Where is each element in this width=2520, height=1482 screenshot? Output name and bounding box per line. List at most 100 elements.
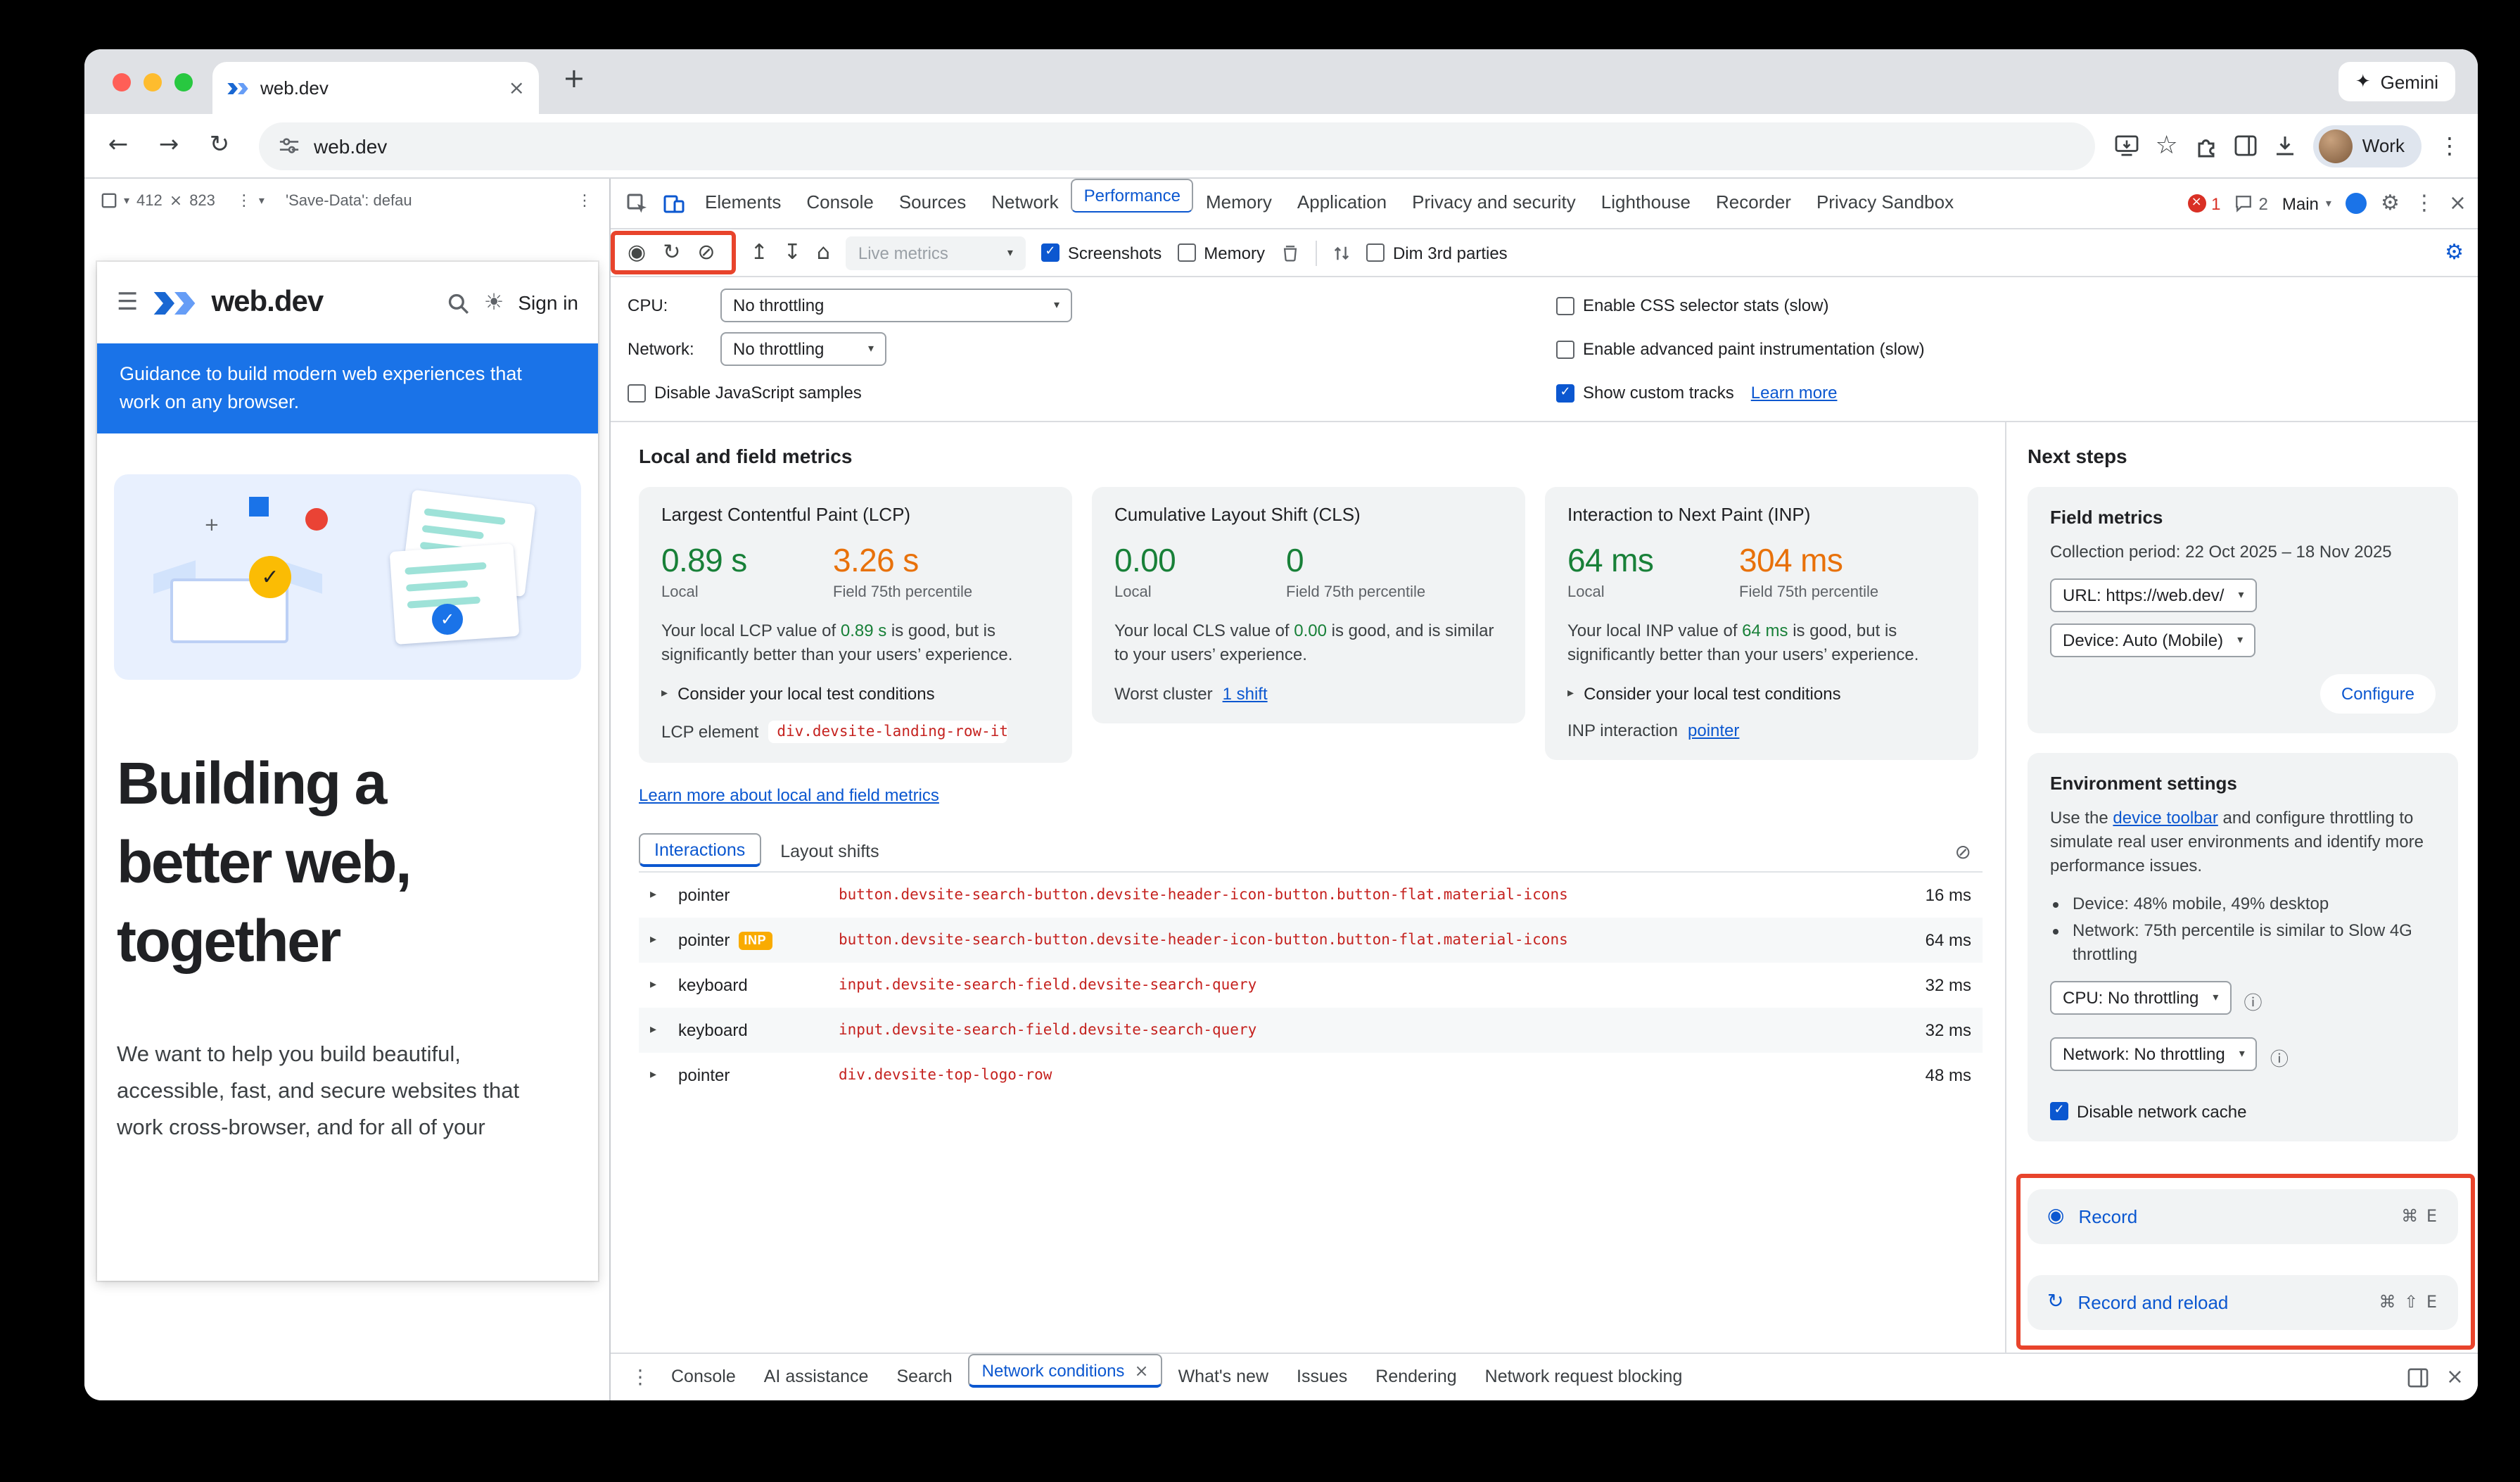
info-icon[interactable]: ⓘ — [2270, 1049, 2289, 1070]
env-cpu-select[interactable]: CPU: No throttling ▾ — [2050, 981, 2232, 1015]
site-logo-text[interactable]: web.dev — [211, 286, 324, 318]
record-and-reload-icon[interactable]: ↻ — [663, 239, 681, 265]
close-window-button[interactable] — [113, 73, 131, 91]
error-count-badge[interactable]: × 1 — [2187, 194, 2221, 213]
inp-test-conditions-expander[interactable]: ▸ Consider your local test conditions — [1567, 684, 1841, 704]
record-icon[interactable]: ◉ — [628, 239, 647, 265]
interaction-row[interactable]: ▸ pointer div.devsite-top-logo-row 48 ms — [650, 1065, 1971, 1085]
collect-garbage-icon[interactable] — [1280, 242, 1300, 263]
message-count-badge[interactable]: 2 — [2235, 194, 2268, 213]
gemini-button[interactable]: ✦ Gemini — [2338, 62, 2455, 101]
devtools-tab-console[interactable]: Console — [806, 191, 874, 213]
webdev-logo-icon[interactable] — [153, 289, 198, 316]
maximize-window-button[interactable] — [174, 73, 193, 91]
browser-menu-icon[interactable]: ⋮ — [2438, 132, 2461, 158]
search-icon[interactable] — [446, 291, 470, 315]
save-profile-icon[interactable]: ↧ — [783, 239, 801, 265]
devtools-settings-gear-icon[interactable]: ⚙ — [2380, 190, 2400, 215]
devtools-close-icon[interactable]: × — [2448, 190, 2467, 215]
device-toolbar-icon[interactable] — [656, 186, 692, 220]
downloads-icon[interactable] — [2274, 134, 2296, 157]
expand-row-icon[interactable]: ▸ — [650, 932, 657, 946]
drawer-tab-ai-assistance[interactable]: AI assistance — [763, 1366, 869, 1386]
expand-row-icon[interactable]: ▸ — [650, 1068, 657, 1082]
info-icon[interactable]: ⓘ — [2244, 993, 2263, 1014]
drawer-menu-icon[interactable]: ⋮ — [630, 1366, 650, 1388]
expand-row-icon[interactable]: ▸ — [650, 1022, 657, 1037]
interaction-row[interactable]: ▸ pointer INP button.devsite-search-butto… — [639, 918, 1983, 963]
drawer-tab-network-request-blocking[interactable]: Network request blocking — [1484, 1366, 1683, 1386]
learn-more-metrics-link[interactable]: Learn more about local and field metrics — [639, 785, 939, 805]
expand-row-icon[interactable]: ▸ — [650, 977, 657, 992]
chevron-down-icon[interactable]: ▾ — [124, 194, 130, 206]
extensions-icon[interactable] — [2195, 134, 2217, 157]
field-url-select[interactable]: URL: https://web.dev/▾ — [2050, 578, 2257, 612]
drawer-tab-console[interactable]: Console — [671, 1366, 736, 1386]
devtools-tab-elements[interactable]: Elements — [705, 191, 782, 213]
network-throttling-select[interactable]: No throttling ▾ — [720, 332, 886, 366]
device-options-icon[interactable]: ⋮ — [577, 191, 592, 210]
bookmark-star-icon[interactable]: ☆ — [2155, 130, 2178, 160]
devtools-tab-sources[interactable]: Sources — [898, 191, 967, 213]
profile-button[interactable]: Work — [2312, 125, 2422, 167]
devtools-tab-lighthouse[interactable]: Lighthouse — [1601, 191, 1691, 213]
devtools-tab-memory[interactable]: Memory — [1206, 191, 1272, 213]
back-icon[interactable]: ← — [108, 131, 129, 159]
inspect-icon[interactable] — [619, 186, 656, 220]
css-selector-stats-checkbox[interactable]: Enable CSS selector stats (slow) — [1556, 296, 1828, 315]
load-profile-icon[interactable]: ↥ — [750, 239, 768, 265]
tab-layout-shifts[interactable]: Layout shifts — [780, 841, 879, 861]
tab-close-icon[interactable]: × — [508, 77, 525, 99]
cpu-throttling-select[interactable]: No throttling ▾ — [720, 289, 1072, 322]
devtools-menu-icon[interactable]: ⋮ — [2413, 190, 2435, 215]
theme-toggle-icon[interactable]: ☀ — [483, 289, 504, 315]
dimensions-icon[interactable] — [101, 193, 117, 208]
site-settings-icon[interactable] — [279, 135, 300, 156]
device-toolbar-link[interactable]: device toolbar — [2113, 808, 2218, 828]
drawer-tab-rendering[interactable]: Rendering — [1375, 1366, 1457, 1386]
env-network-select[interactable]: Network: No throttling ▾ — [2050, 1037, 2258, 1071]
capture-settings-gear-icon[interactable]: ⚙ — [2445, 239, 2464, 265]
field-device-select[interactable]: Device: Auto (Mobile) ▾ — [2050, 623, 2256, 657]
devtools-tab-privacy-sandbox[interactable]: Privacy Sandbox — [1816, 191, 1954, 213]
screenshots-checkbox[interactable]: ✓ Screenshots — [1041, 243, 1162, 262]
record-and-reload-button[interactable]: ↻ Record and reload ⌘ ⇧ E — [2028, 1274, 2458, 1329]
drawer-tab-issues[interactable]: Issues — [1297, 1366, 1348, 1386]
devtools-tab-application[interactable]: Application — [1297, 191, 1387, 213]
forward-icon[interactable]: → — [158, 131, 179, 159]
install-icon[interactable] — [2115, 135, 2139, 156]
clear-log-icon[interactable]: ⊘ — [1954, 841, 1971, 863]
browser-tab[interactable]: web.dev × — [212, 62, 539, 114]
disable-js-samples-checkbox[interactable]: Disable JavaScript samples — [628, 383, 862, 403]
throttling-menu-icon[interactable]: ⋮ — [236, 191, 252, 210]
interaction-row[interactable]: ▸ pointer button.devsite-search-button.d… — [650, 885, 1971, 905]
inp-interaction-link[interactable]: pointer — [1688, 721, 1740, 740]
drawer-tab-network-conditions[interactable]: Network conditions × — [967, 1354, 1163, 1388]
new-tab-button[interactable]: + — [563, 63, 585, 94]
swap-vertical-icon[interactable] — [1332, 243, 1351, 262]
sign-in-link[interactable]: Sign in — [518, 291, 578, 314]
dim-3rd-parties-checkbox[interactable]: Dim 3rd parties — [1366, 243, 1508, 262]
record-button[interactable]: ◉ Record ⌘ E — [2028, 1189, 2458, 1243]
viewport-height[interactable]: 823 — [189, 192, 215, 209]
devtools-tab-performance[interactable]: Performance — [1071, 179, 1193, 213]
devtools-tab-recorder[interactable]: Recorder — [1716, 191, 1791, 213]
drawer-tab-search[interactable]: Search — [896, 1366, 953, 1386]
reload-icon[interactable]: ↻ — [209, 131, 230, 159]
clear-icon[interactable]: ⊘ — [697, 239, 715, 265]
lcp-element-chip[interactable]: div.devsite-landing-row-ite… — [768, 721, 1008, 743]
hamburger-icon[interactable]: ☰ — [117, 288, 139, 316]
memory-checkbox[interactable]: Memory — [1177, 243, 1265, 262]
chevron-down-icon[interactable]: ▾ — [258, 194, 265, 206]
tab-interactions[interactable]: Interactions — [639, 833, 761, 867]
close-tab-icon[interactable]: × — [1134, 1360, 1149, 1380]
execution-context-select[interactable]: Main ▾ — [2282, 194, 2331, 213]
devtools-tab-privacy-security[interactable]: Privacy and security — [1412, 191, 1576, 213]
live-metrics-home-icon[interactable]: ⌂ — [816, 239, 830, 265]
interaction-row[interactable]: ▸ keyboard input.devsite-search-field.de… — [639, 1008, 1983, 1053]
profile-indicator-icon[interactable] — [2345, 193, 2367, 214]
expand-row-icon[interactable]: ▸ — [650, 887, 657, 901]
minimize-window-button[interactable] — [144, 73, 162, 91]
custom-tracks-learn-more-link[interactable]: Learn more — [1750, 383, 1838, 403]
configure-button[interactable]: Configure — [2319, 674, 2436, 714]
